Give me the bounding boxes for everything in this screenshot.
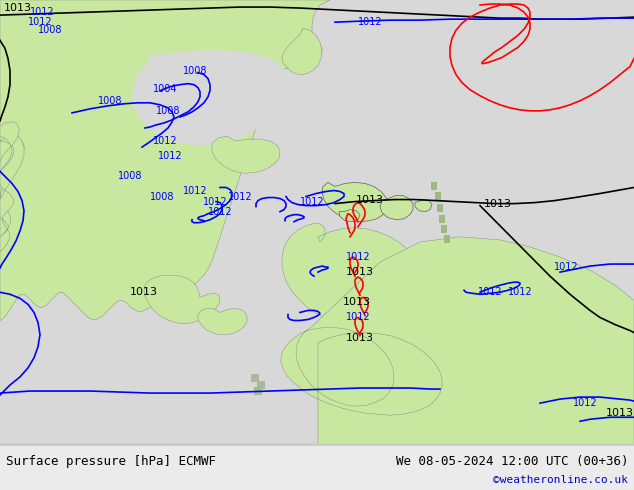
Polygon shape xyxy=(415,199,432,212)
Polygon shape xyxy=(132,50,288,145)
Text: 1012: 1012 xyxy=(203,196,228,207)
Text: 1008: 1008 xyxy=(38,25,62,35)
Text: ©weatheronline.co.uk: ©weatheronline.co.uk xyxy=(493,475,628,485)
Polygon shape xyxy=(437,203,443,212)
Polygon shape xyxy=(0,135,24,252)
Text: 1012: 1012 xyxy=(300,196,325,207)
Polygon shape xyxy=(198,308,247,335)
Polygon shape xyxy=(435,193,441,200)
Polygon shape xyxy=(441,225,447,233)
Polygon shape xyxy=(257,381,265,389)
Text: 1012: 1012 xyxy=(346,313,370,322)
Polygon shape xyxy=(0,122,19,172)
Text: 1012: 1012 xyxy=(553,262,578,272)
Text: 1013: 1013 xyxy=(346,333,374,343)
Text: 1012: 1012 xyxy=(346,252,370,262)
Text: 1012: 1012 xyxy=(183,187,207,196)
Polygon shape xyxy=(431,182,437,191)
Text: 1013: 1013 xyxy=(606,408,634,418)
Text: 1008: 1008 xyxy=(98,96,122,106)
Text: Surface pressure [hPa] ECMWF: Surface pressure [hPa] ECMWF xyxy=(6,455,216,468)
Polygon shape xyxy=(339,210,360,222)
Polygon shape xyxy=(251,374,259,382)
Text: 1008: 1008 xyxy=(150,192,174,201)
Polygon shape xyxy=(282,28,322,74)
Text: 1012: 1012 xyxy=(28,17,53,27)
Polygon shape xyxy=(444,235,450,243)
Text: 1013: 1013 xyxy=(4,3,32,13)
Text: We 08-05-2024 12:00 UTC (00+36): We 08-05-2024 12:00 UTC (00+36) xyxy=(396,455,628,468)
Text: 1012: 1012 xyxy=(573,398,597,408)
Text: 1013: 1013 xyxy=(484,198,512,209)
Polygon shape xyxy=(212,136,280,173)
Text: 1013: 1013 xyxy=(343,297,371,307)
Text: 1013: 1013 xyxy=(130,287,158,297)
Text: 1012: 1012 xyxy=(228,192,252,201)
Text: 1008: 1008 xyxy=(118,172,142,181)
Text: 1008: 1008 xyxy=(183,66,207,75)
Text: 1012: 1012 xyxy=(208,207,232,217)
Text: 1008: 1008 xyxy=(156,106,180,116)
Text: 1004: 1004 xyxy=(153,84,178,94)
Text: 1012: 1012 xyxy=(158,151,183,161)
Text: 1012: 1012 xyxy=(508,287,533,297)
Text: 1013: 1013 xyxy=(356,195,384,204)
Polygon shape xyxy=(439,215,445,223)
Text: 1013: 1013 xyxy=(346,267,374,277)
Text: 1012: 1012 xyxy=(30,7,55,17)
Polygon shape xyxy=(281,237,634,443)
Polygon shape xyxy=(0,138,24,246)
Polygon shape xyxy=(322,182,388,222)
Polygon shape xyxy=(282,224,420,324)
Text: 1012: 1012 xyxy=(153,136,178,146)
Text: 1012: 1012 xyxy=(358,17,382,27)
Bar xyxy=(0,443,634,446)
Polygon shape xyxy=(380,196,413,220)
Text: 1012: 1012 xyxy=(477,287,502,297)
Polygon shape xyxy=(0,0,330,320)
Polygon shape xyxy=(144,275,220,323)
Polygon shape xyxy=(254,387,262,395)
